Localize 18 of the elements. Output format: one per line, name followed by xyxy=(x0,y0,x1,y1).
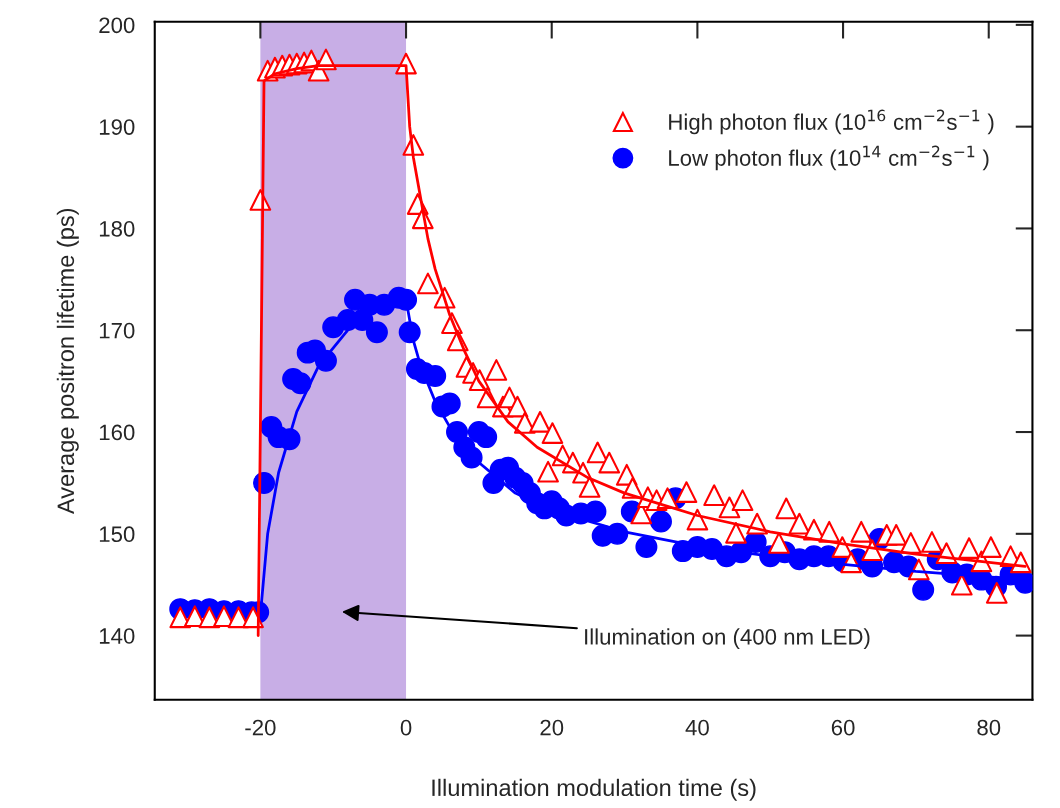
y-tick-label: 200 xyxy=(99,17,135,34)
y-tick-label: 170 xyxy=(99,322,135,339)
y-tick-label: 190 xyxy=(99,119,135,135)
y-tick-label: 140 xyxy=(99,628,135,644)
x-tick-label: -20 xyxy=(245,719,276,736)
y-tick-label: 180 xyxy=(99,220,135,237)
y-tick-label: 150 xyxy=(99,526,135,543)
x-tick-label: 80 xyxy=(977,719,1001,736)
y-axis-title: Average positron lifetime (ps) xyxy=(56,208,79,515)
x-tick-label: 60 xyxy=(831,719,855,736)
legend-label: Low photon flux (10$^{14}$ cm$^{−2}$s$^{−1}$ ) xyxy=(669,145,989,171)
x-tick-label: 20 xyxy=(540,719,564,736)
x-tick-label: 0 xyxy=(400,719,412,736)
y-tick-label: 160 xyxy=(99,424,135,441)
legend-label: High photon flux (10$^{16}$ cm$^{−2}$s$^{−1}$ ) xyxy=(669,109,994,135)
x-tick-label: 40 xyxy=(685,719,709,736)
x-axis-title: Illumination modulation time (s) xyxy=(432,778,756,801)
annotation: Illumination on (400 nm LED) xyxy=(585,628,870,650)
